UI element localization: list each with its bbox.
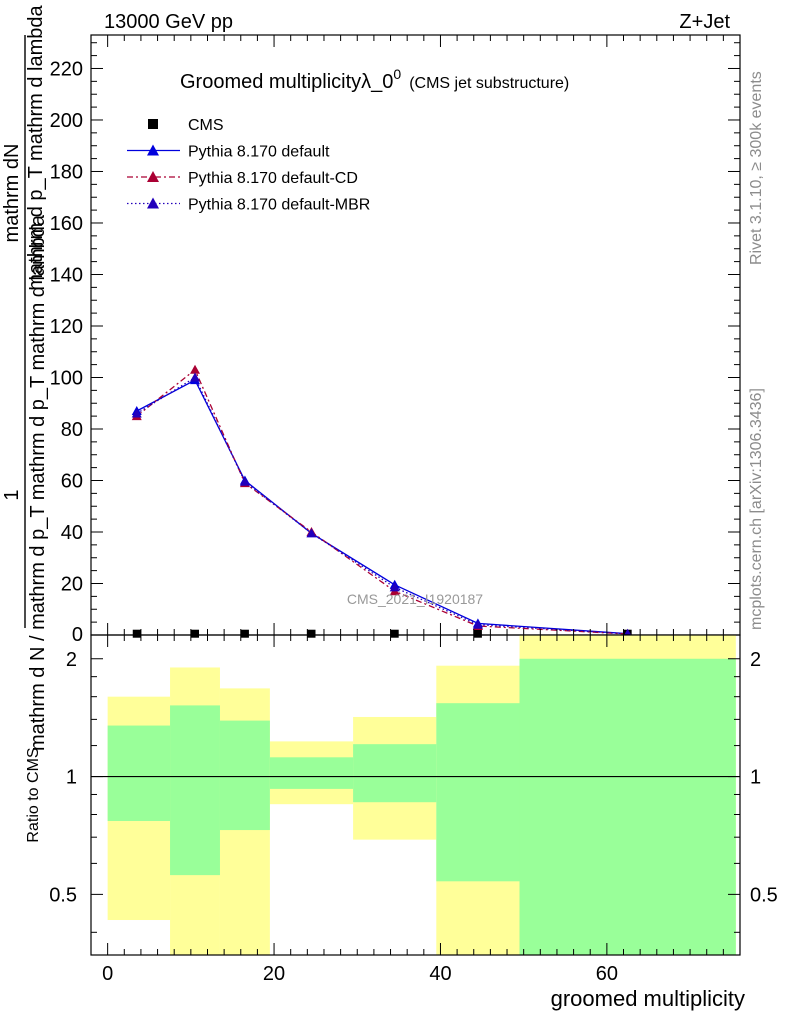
ratio-band-green-2 bbox=[219, 720, 270, 831]
main-ytick-label: 200 bbox=[50, 110, 83, 132]
ratio-frame bbox=[90, 634, 741, 956]
series-0-point-2 bbox=[240, 629, 249, 638]
main-ytick-label: 220 bbox=[50, 58, 83, 80]
plot-title-sup: 0 bbox=[393, 66, 401, 82]
ratio-ytick-label: 1 bbox=[66, 767, 77, 789]
series-3-point-1 bbox=[190, 372, 201, 382]
main-ytick-label: 60 bbox=[61, 470, 83, 492]
ylabel-denominator: mathrm d N / mathrm d p_T mathrm d p_T m… bbox=[27, 214, 49, 751]
plot-title: Groomed multiplicityλ_00 (CMS jet substru… bbox=[180, 66, 569, 93]
ratio-band-green-0 bbox=[107, 725, 171, 821]
ratio-band-green-5 bbox=[436, 703, 520, 882]
legend-marker-1 bbox=[147, 144, 159, 156]
series-3-point-0 bbox=[131, 408, 142, 418]
energy-label: 13000 GeV pp bbox=[104, 11, 233, 33]
watermark: CMS_2021_I1920187 bbox=[347, 591, 483, 607]
series-2-point-1 bbox=[190, 364, 201, 374]
legend-label-2: Pythia 8.170 default-CD bbox=[188, 170, 358, 187]
main-ytick-label: 120 bbox=[50, 316, 83, 338]
ratio-xtick-label: 60 bbox=[596, 963, 618, 985]
series-3-point-3 bbox=[306, 528, 317, 538]
rivet-label: Rivet 3.1.10, ≥ 300k events bbox=[748, 71, 765, 265]
legend-marker-0 bbox=[148, 119, 158, 129]
series-0-point-0 bbox=[132, 629, 141, 638]
legend-marker-2 bbox=[147, 171, 159, 182]
legend-label-0: CMS bbox=[188, 117, 224, 134]
legend-marker-3 bbox=[147, 197, 159, 209]
ratio-band-green-4 bbox=[353, 744, 437, 803]
series-3-point-4 bbox=[389, 582, 400, 592]
main-ytick-label: 140 bbox=[50, 264, 83, 286]
ratio-band-green-6 bbox=[519, 658, 736, 955]
mcplots-label: mcplots.cern.ch [arXiv:1306.3436] bbox=[748, 388, 765, 630]
series-3-point-5 bbox=[472, 619, 483, 629]
legend: CMS Pythia 8.170 default Pythia 8.170 defa… bbox=[127, 117, 370, 214]
series-0-point-1 bbox=[191, 629, 200, 638]
main-ytick-label: 160 bbox=[50, 213, 83, 235]
legend-label-1: Pythia 8.170 default bbox=[188, 144, 330, 161]
process-label: Z+Jet bbox=[679, 11, 730, 33]
ratio-plot: 0 20 40 60 0.5 0.5 1 1 2 2 bbox=[49, 634, 778, 985]
legend-label-3: Pythia 8.170 default-MBR bbox=[188, 197, 370, 214]
plot-title-sub: (CMS jet substructure) bbox=[409, 75, 569, 92]
ratio-ytick-label: 0.5 bbox=[49, 884, 77, 906]
ylabel-numerator-mid: mathrm dN bbox=[1, 144, 23, 243]
plot-title-main: Groomed multiplicityλ_0 bbox=[180, 71, 393, 93]
ratio-xtick-label: 40 bbox=[429, 963, 451, 985]
main-ytick-label: 40 bbox=[61, 522, 83, 544]
series-3-point-2 bbox=[239, 476, 250, 486]
series-0-point-4 bbox=[390, 629, 399, 638]
main-ytick-label: 180 bbox=[50, 161, 83, 183]
ratio-band-green-3 bbox=[269, 757, 354, 789]
main-ytick-label: 80 bbox=[61, 419, 83, 441]
ratio-ytick-label-right: 1 bbox=[750, 767, 761, 789]
ratio-ytick-label-right: 0.5 bbox=[750, 884, 778, 906]
ratio-xtick-label: 20 bbox=[263, 963, 285, 985]
main-ytick-label: 100 bbox=[50, 367, 83, 389]
main-ytick-label-zero: 0 bbox=[72, 624, 83, 646]
xlabel: groomed multiplicity bbox=[551, 986, 745, 1011]
ratio-ylabel: Ratio to CMS bbox=[25, 747, 42, 842]
main-ytick-label: 20 bbox=[61, 573, 83, 595]
ratio-band-green-1 bbox=[170, 705, 220, 876]
ylabel-numerator: 1 bbox=[1, 489, 23, 500]
ratio-ytick-label-right: 2 bbox=[750, 649, 761, 671]
ratio-ytick-label: 2 bbox=[66, 649, 77, 671]
main-plot: 20 40 60 80 100 120 140 160 180 200 220 0 bbox=[50, 34, 741, 646]
series-0-point-5 bbox=[473, 629, 482, 638]
series-0-point-3 bbox=[307, 629, 316, 638]
ylabel-top-line: mathrm d p_T mathrm d lambda bbox=[25, 4, 47, 290]
ratio-xtick-label: 0 bbox=[102, 963, 113, 985]
